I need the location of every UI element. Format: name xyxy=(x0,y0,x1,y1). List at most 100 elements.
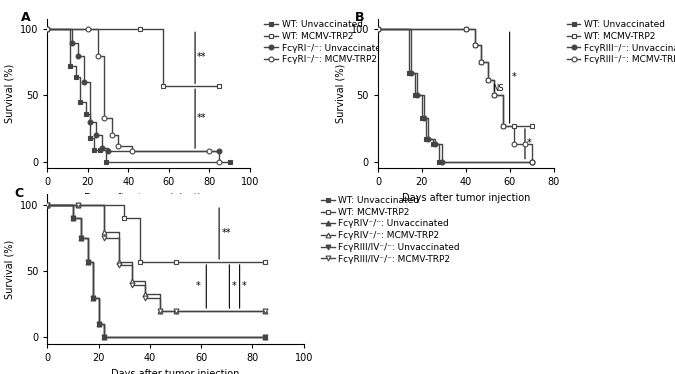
FcγRI⁻/⁻: Unvaccinated: (12, 90): Unvaccinated: (12, 90) xyxy=(68,40,76,45)
FcγRIV⁻/⁻: MCMV-TRP2: (12, 100): MCMV-TRP2: (12, 100) xyxy=(74,203,82,207)
WT: Unvaccinated: (85, 0): Unvaccinated: (85, 0) xyxy=(261,335,269,340)
WT: MCMV-TRP2: (57, 57): MCMV-TRP2: (57, 57) xyxy=(159,84,167,89)
FcγRIII/IV⁻/⁻: Unvaccinated: (22, 0): Unvaccinated: (22, 0) xyxy=(100,335,108,340)
FcγRIII⁻/⁻: MCMV-TRP2: (40, 100): MCMV-TRP2: (40, 100) xyxy=(462,27,470,31)
Line: FcγRIV⁻/⁻: Unvaccinated: FcγRIV⁻/⁻: Unvaccinated xyxy=(45,203,268,340)
WT: Unvaccinated: (20, 10): Unvaccinated: (20, 10) xyxy=(95,322,103,327)
Line: WT: MCMV-TRP2: WT: MCMV-TRP2 xyxy=(375,27,534,128)
WT: Unvaccinated: (26, 9): Unvaccinated: (26, 9) xyxy=(96,147,104,152)
FcγRIII/IV⁻/⁻: Unvaccinated: (0, 100): Unvaccinated: (0, 100) xyxy=(43,203,51,207)
FcγRIII⁻/⁻: MCMV-TRP2: (0, 100): MCMV-TRP2: (0, 100) xyxy=(374,27,382,31)
FcγRIV⁻/⁻: Unvaccinated: (13, 75): Unvaccinated: (13, 75) xyxy=(76,236,84,240)
FcγRI⁻/⁻: MCMV-TRP2: (80, 8): MCMV-TRP2: (80, 8) xyxy=(205,149,213,153)
WT: MCMV-TRP2: (0, 100): MCMV-TRP2: (0, 100) xyxy=(43,203,51,207)
WT: MCMV-TRP2: (46, 100): MCMV-TRP2: (46, 100) xyxy=(136,27,144,31)
Text: *: * xyxy=(242,281,247,291)
WT: Unvaccinated: (22, 0): Unvaccinated: (22, 0) xyxy=(100,335,108,340)
WT: Unvaccinated: (18, 30): Unvaccinated: (18, 30) xyxy=(89,295,97,300)
FcγRI⁻/⁻: MCMV-TRP2: (42, 8): MCMV-TRP2: (42, 8) xyxy=(128,149,136,153)
FcγRIII/IV⁻/⁻: Unvaccinated: (10, 90): Unvaccinated: (10, 90) xyxy=(69,216,77,221)
Line: WT: Unvaccinated: WT: Unvaccinated xyxy=(45,203,268,340)
Text: *: * xyxy=(512,72,516,82)
X-axis label: Days after tumor injection: Days after tumor injection xyxy=(111,369,240,374)
WT: MCMV-TRP2: (85, 57): MCMV-TRP2: (85, 57) xyxy=(261,260,269,264)
WT: Unvaccinated: (0, 100): Unvaccinated: (0, 100) xyxy=(43,27,51,31)
FcγRIII/IV⁻/⁻: MCMV-TRP2: (33, 40): MCMV-TRP2: (33, 40) xyxy=(128,282,136,287)
FcγRIV⁻/⁻: MCMV-TRP2: (44, 20): MCMV-TRP2: (44, 20) xyxy=(156,309,164,313)
FcγRIV⁻/⁻: Unvaccinated: (16, 57): Unvaccinated: (16, 57) xyxy=(84,260,92,264)
FcγRIII⁻/⁻: Unvaccinated: (23, 17): Unvaccinated: (23, 17) xyxy=(425,137,433,141)
WT: Unvaccinated: (14, 64): Unvaccinated: (14, 64) xyxy=(72,75,80,79)
Line: WT: Unvaccinated: WT: Unvaccinated xyxy=(375,27,534,164)
FcγRIII⁻/⁻: MCMV-TRP2: (53, 50): MCMV-TRP2: (53, 50) xyxy=(490,93,498,98)
Line: FcγRIII⁻/⁻: Unvaccinated: FcγRIII⁻/⁻: Unvaccinated xyxy=(375,27,534,164)
WT: MCMV-TRP2: (57, 27): MCMV-TRP2: (57, 27) xyxy=(499,124,507,128)
FcγRI⁻/⁻: MCMV-TRP2: (32, 20): MCMV-TRP2: (32, 20) xyxy=(108,133,116,138)
FcγRI⁻/⁻: Unvaccinated: (24, 20): Unvaccinated: (24, 20) xyxy=(92,133,100,138)
Legend: WT: Unvaccinated, WT: MCMV-TRP2, FcγRI⁻/⁻: Unvaccinated, FcγRI⁻/⁻: MCMV-TRP2: WT: Unvaccinated, WT: MCMV-TRP2, FcγRI⁻/… xyxy=(265,20,386,64)
WT: MCMV-TRP2: (0, 100): MCMV-TRP2: (0, 100) xyxy=(43,27,51,31)
Text: **: ** xyxy=(197,52,207,62)
Legend: WT: Unvaccinated, WT: MCMV-TRP2, FcγRIII⁻/⁻: Unvaccinated, FcγRIII⁻/⁻: MCMV-TRP2: WT: Unvaccinated, WT: MCMV-TRP2, FcγRIII… xyxy=(567,20,675,64)
FcγRIII⁻/⁻: MCMV-TRP2: (44, 88): MCMV-TRP2: (44, 88) xyxy=(470,43,479,47)
FcγRIV⁻/⁻: Unvaccinated: (20, 10): Unvaccinated: (20, 10) xyxy=(95,322,103,327)
WT: Unvaccinated: (23, 9): Unvaccinated: (23, 9) xyxy=(90,147,98,152)
FcγRIII⁻/⁻: Unvaccinated: (0, 100): Unvaccinated: (0, 100) xyxy=(374,27,382,31)
X-axis label: Days after tumor injection: Days after tumor injection xyxy=(84,193,213,203)
FcγRIII/IV⁻/⁻: MCMV-TRP2: (28, 55): MCMV-TRP2: (28, 55) xyxy=(115,263,123,267)
Line: FcγRIII⁻/⁻: MCMV-TRP2: FcγRIII⁻/⁻: MCMV-TRP2 xyxy=(375,27,534,164)
FcγRIII/IV⁻/⁻: Unvaccinated: (13, 75): Unvaccinated: (13, 75) xyxy=(76,236,84,240)
FcγRIV⁻/⁻: MCMV-TRP2: (22, 80): MCMV-TRP2: (22, 80) xyxy=(100,229,108,234)
WT: MCMV-TRP2: (85, 57): MCMV-TRP2: (85, 57) xyxy=(215,84,223,89)
Line: WT: MCMV-TRP2: WT: MCMV-TRP2 xyxy=(45,203,268,264)
FcγRIII/IV⁻/⁻: Unvaccinated: (18, 30): Unvaccinated: (18, 30) xyxy=(89,295,97,300)
Text: *: * xyxy=(527,138,532,148)
WT: Unvaccinated: (14, 67): Unvaccinated: (14, 67) xyxy=(405,71,413,75)
FcγRI⁻/⁻: Unvaccinated: (0, 100): Unvaccinated: (0, 100) xyxy=(43,27,51,31)
FcγRIV⁻/⁻: MCMV-TRP2: (28, 57): MCMV-TRP2: (28, 57) xyxy=(115,260,123,264)
FcγRIII/IV⁻/⁻: Unvaccinated: (20, 10): Unvaccinated: (20, 10) xyxy=(95,322,103,327)
FcγRIII⁻/⁻: Unvaccinated: (18, 50): Unvaccinated: (18, 50) xyxy=(413,93,421,98)
WT: MCMV-TRP2: (47, 75): MCMV-TRP2: (47, 75) xyxy=(477,60,485,65)
FcγRI⁻/⁻: MCMV-TRP2: (0, 100): MCMV-TRP2: (0, 100) xyxy=(43,27,51,31)
FcγRI⁻/⁻: MCMV-TRP2: (28, 33): MCMV-TRP2: (28, 33) xyxy=(100,116,108,120)
Text: B: B xyxy=(355,11,364,24)
Text: **: ** xyxy=(197,113,207,123)
FcγRIII/IV⁻/⁻: MCMV-TRP2: (0, 100): MCMV-TRP2: (0, 100) xyxy=(43,203,51,207)
FcγRIII/IV⁻/⁻: MCMV-TRP2: (44, 20): MCMV-TRP2: (44, 20) xyxy=(156,309,164,313)
FcγRI⁻/⁻: Unvaccinated: (21, 30): Unvaccinated: (21, 30) xyxy=(86,120,94,124)
WT: Unvaccinated: (16, 57): Unvaccinated: (16, 57) xyxy=(84,260,92,264)
WT: Unvaccinated: (11, 72): Unvaccinated: (11, 72) xyxy=(65,64,74,68)
Line: FcγRI⁻/⁻: MCMV-TRP2: FcγRI⁻/⁻: MCMV-TRP2 xyxy=(45,27,222,164)
FcγRIV⁻/⁻: Unvaccinated: (0, 100): Unvaccinated: (0, 100) xyxy=(43,203,51,207)
FcγRIV⁻/⁻: MCMV-TRP2: (85, 20): MCMV-TRP2: (85, 20) xyxy=(261,309,269,313)
FcγRIV⁻/⁻: Unvaccinated: (85, 0): Unvaccinated: (85, 0) xyxy=(261,335,269,340)
WT: MCMV-TRP2: (40, 100): MCMV-TRP2: (40, 100) xyxy=(462,27,470,31)
FcγRIII⁻/⁻: Unvaccinated: (29, 0): Unvaccinated: (29, 0) xyxy=(437,159,446,164)
FcγRIV⁻/⁻: MCMV-TRP2: (50, 20): MCMV-TRP2: (50, 20) xyxy=(171,309,180,313)
Y-axis label: Survival (%): Survival (%) xyxy=(4,240,14,299)
Text: *: * xyxy=(232,281,237,291)
WT: MCMV-TRP2: (36, 57): MCMV-TRP2: (36, 57) xyxy=(136,260,144,264)
Text: **: ** xyxy=(221,228,231,238)
FcγRI⁻/⁻: MCMV-TRP2: (25, 80): MCMV-TRP2: (25, 80) xyxy=(94,53,102,58)
WT: Unvaccinated: (29, 0): Unvaccinated: (29, 0) xyxy=(102,159,110,164)
WT: MCMV-TRP2: (0, 100): MCMV-TRP2: (0, 100) xyxy=(374,27,382,31)
WT: MCMV-TRP2: (50, 62): MCMV-TRP2: (50, 62) xyxy=(483,77,491,82)
WT: MCMV-TRP2: (70, 27): MCMV-TRP2: (70, 27) xyxy=(528,124,536,128)
FcγRI⁻/⁻: Unvaccinated: (27, 10): Unvaccinated: (27, 10) xyxy=(98,146,106,151)
WT: Unvaccinated: (21, 18): Unvaccinated: (21, 18) xyxy=(86,136,94,140)
FcγRIII/IV⁻/⁻: MCMV-TRP2: (22, 75): MCMV-TRP2: (22, 75) xyxy=(100,236,108,240)
Line: FcγRI⁻/⁻: Unvaccinated: FcγRI⁻/⁻: Unvaccinated xyxy=(45,27,222,153)
WT: MCMV-TRP2: (50, 57): MCMV-TRP2: (50, 57) xyxy=(171,260,180,264)
FcγRIII⁻/⁻: MCMV-TRP2: (47, 75): MCMV-TRP2: (47, 75) xyxy=(477,60,485,65)
Line: WT: Unvaccinated: WT: Unvaccinated xyxy=(45,27,232,164)
Y-axis label: Survival (%): Survival (%) xyxy=(4,64,14,123)
FcγRIII⁻/⁻: MCMV-TRP2: (57, 27): MCMV-TRP2: (57, 27) xyxy=(499,124,507,128)
WT: Unvaccinated: (20, 33): Unvaccinated: (20, 33) xyxy=(418,116,426,120)
WT: MCMV-TRP2: (30, 90): MCMV-TRP2: (30, 90) xyxy=(120,216,128,221)
FcγRI⁻/⁻: Unvaccinated: (15, 80): Unvaccinated: (15, 80) xyxy=(74,53,82,58)
WT: Unvaccinated: (13, 75): Unvaccinated: (13, 75) xyxy=(76,236,84,240)
Y-axis label: Survival (%): Survival (%) xyxy=(335,64,345,123)
FcγRIII/IV⁻/⁻: Unvaccinated: (85, 0): Unvaccinated: (85, 0) xyxy=(261,335,269,340)
